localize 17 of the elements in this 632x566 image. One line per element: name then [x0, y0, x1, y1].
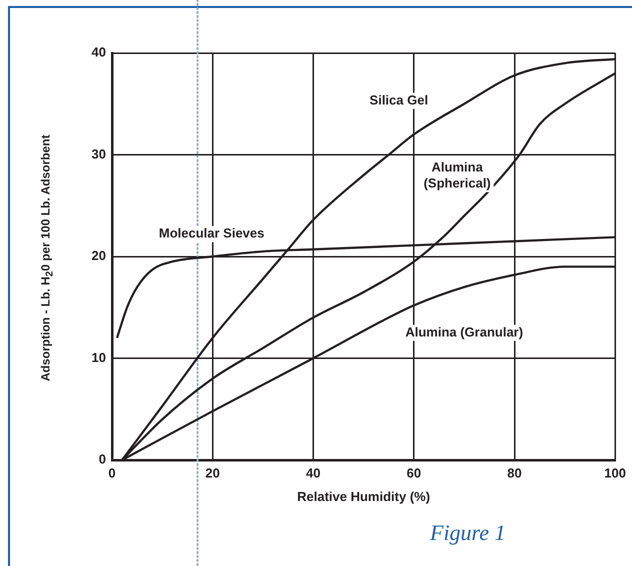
y-tick-label: 10	[92, 350, 106, 365]
x-tick-label: 20	[205, 465, 220, 480]
y-tick-label: 0	[98, 452, 106, 467]
x-tick-label: 60	[406, 465, 422, 480]
y-tick-label: 40	[92, 44, 106, 60]
x-tick-label: 80	[507, 465, 522, 480]
x-tick-label: 40	[306, 465, 320, 480]
series-label: Alumina (Granular)	[405, 324, 524, 340]
series-label: Alumina (Spherical)	[424, 160, 491, 191]
y-tick-label: 20	[92, 248, 106, 264]
y-tick-label: 30	[92, 146, 106, 162]
caption: Figure 1	[430, 520, 506, 546]
series-label: Silica Gel	[370, 92, 428, 108]
x-tick-label: 100	[604, 465, 626, 480]
x-tick-label: 0	[108, 465, 116, 480]
x-axis-title: Relative Humidity (%)	[297, 488, 430, 504]
series-label: Molecular Sieves	[158, 226, 264, 241]
